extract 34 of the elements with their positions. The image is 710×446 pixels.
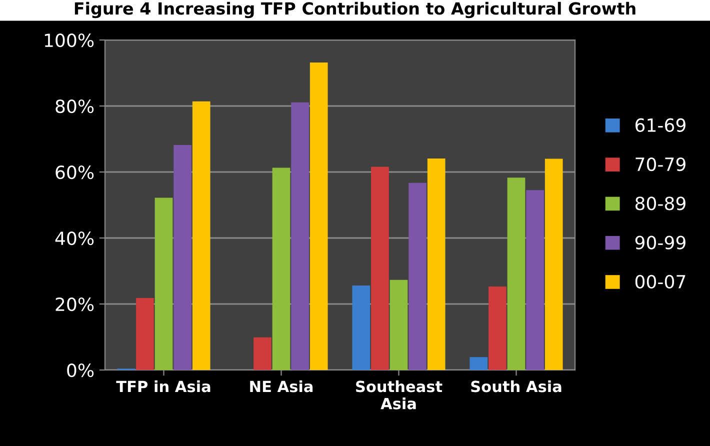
- bar: [507, 178, 526, 370]
- x-tick-label: NE Asia: [250, 380, 313, 392]
- chart-title: Figure 4 Increasing TFP Contribution to Agricultural Growth: [74, 2, 636, 18]
- x-tick-label: TFP in Asia: [116, 380, 210, 392]
- bar: [254, 337, 272, 370]
- bar: [408, 182, 426, 370]
- bar: [544, 158, 563, 370]
- y-tick-label: 0%: [67, 363, 94, 378]
- legend-label: 70-79: [636, 157, 686, 172]
- bar: [154, 198, 173, 370]
- bar: [192, 101, 210, 370]
- x-tick-label: South Asia: [471, 380, 562, 392]
- x-tick-label: Southeast Asia: [356, 380, 442, 410]
- bar: [310, 62, 328, 370]
- bar: [427, 158, 446, 370]
- bar: [291, 102, 309, 370]
- y-tick-label: 100%: [44, 33, 94, 48]
- bar: [470, 357, 488, 370]
- legend-label: 61-69: [636, 118, 686, 132]
- y-tick-label: 40%: [55, 231, 94, 246]
- bar: [371, 166, 389, 370]
- legend-label: 90-99: [635, 236, 686, 250]
- bar: [272, 168, 290, 370]
- y-tick-label: 20%: [56, 297, 94, 312]
- bar: [488, 286, 506, 370]
- bar: [526, 190, 544, 370]
- bar: [352, 286, 370, 370]
- y-tick-label: 80%: [56, 99, 94, 114]
- bar: [390, 280, 408, 370]
- y-tick-label: 60%: [56, 165, 94, 180]
- legend-label: 80-89: [635, 196, 686, 210]
- bar: [174, 144, 192, 370]
- bar: [136, 298, 154, 370]
- legend-label: 00-07: [635, 274, 686, 289]
